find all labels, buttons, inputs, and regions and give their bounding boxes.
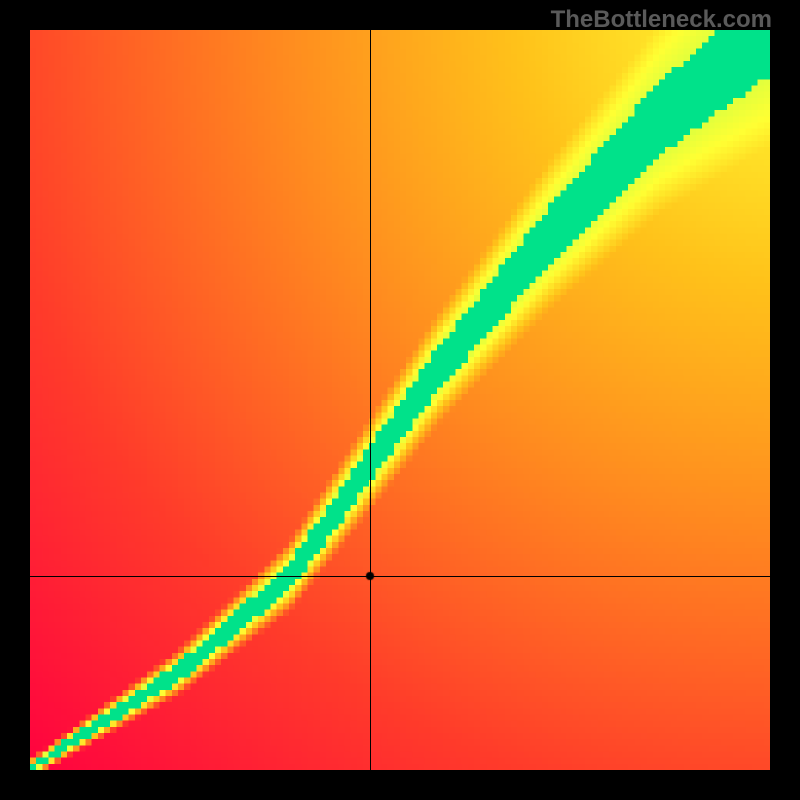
chart-container: TheBottleneck.com xyxy=(0,0,800,800)
watermark-text: TheBottleneck.com xyxy=(551,6,772,34)
crosshair-vertical xyxy=(370,30,371,770)
crosshair-dot xyxy=(365,571,375,581)
crosshair-horizontal xyxy=(30,576,770,577)
bottleneck-heatmap xyxy=(30,30,770,770)
